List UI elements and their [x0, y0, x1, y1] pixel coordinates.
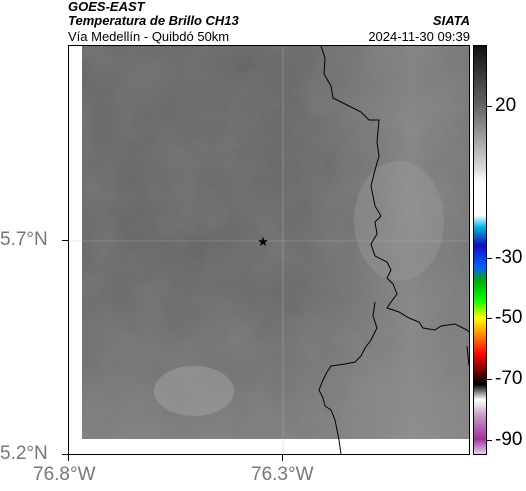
xtick-label-76.8: 76.8°W	[33, 464, 96, 485]
satellite-title: GOES-EAST	[68, 0, 145, 14]
product-title: Temperatura de Brillo CH13	[68, 13, 239, 28]
location-star-marker: ★	[257, 234, 269, 249]
satellite-raster	[82, 46, 469, 439]
colorbar-tick-mark	[487, 379, 492, 380]
colorbar-tick-mark	[487, 258, 492, 259]
xtick-mark-76.8	[68, 455, 69, 461]
xtick-mark-76.3	[282, 455, 283, 461]
ytick-mark-5.7	[62, 240, 68, 241]
colorbar-tick-label: -50	[495, 307, 523, 328]
ytick-label-5.2: 5.2°N	[0, 443, 48, 464]
colorbar-tick-label: -30	[495, 247, 523, 268]
colorbar-tick-label: -90	[495, 429, 523, 450]
temperature-colorbar	[473, 45, 487, 455]
org-label: SIATA	[432, 13, 470, 28]
colorbar-tick-label: -70	[495, 368, 523, 389]
map-panel[interactable]: ★	[68, 45, 470, 455]
colorbar-tick-mark	[487, 318, 492, 319]
colorbar-tick-mark	[487, 106, 492, 107]
department-border-south	[318, 301, 378, 454]
timestamp-label: 2024-11-30 09:39	[368, 29, 470, 44]
colorbar-tick-mark	[487, 440, 492, 441]
ytick-mark-5.2	[62, 454, 68, 455]
brightness-temperature-map: ★	[69, 46, 469, 454]
xtick-label-76.3: 76.3°W	[251, 464, 314, 485]
region-subtitle: Vía Medellín - Quibdó 50km	[68, 29, 230, 44]
department-border-north	[320, 46, 469, 333]
ytick-label-5.7: 5.7°N	[0, 229, 48, 250]
colorbar-tick-label: 20	[495, 95, 517, 116]
department-border-southeast	[466, 345, 469, 367]
